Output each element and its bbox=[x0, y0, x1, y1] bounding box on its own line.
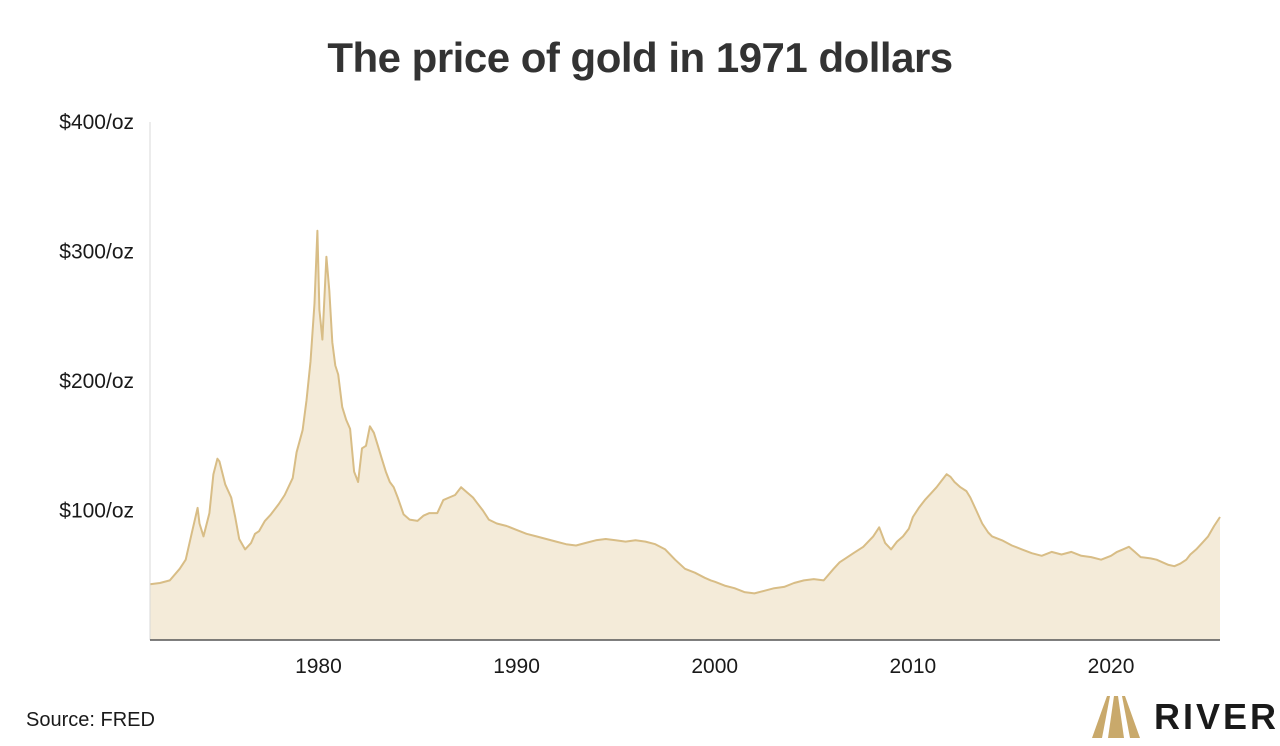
y-tick-label: $100/oz bbox=[59, 500, 134, 523]
source-label: Source: FRED bbox=[26, 709, 155, 731]
y-tick-label: $300/oz bbox=[59, 241, 134, 264]
chart-title: The price of gold in 1971 dollars bbox=[327, 34, 953, 81]
gold-price-area bbox=[150, 230, 1220, 641]
river-logo-icon bbox=[1092, 696, 1140, 738]
river-logo: RIVER bbox=[1090, 692, 1276, 740]
gold-price-line bbox=[149, 229, 1221, 595]
x-tick-label: 1990 bbox=[493, 655, 540, 678]
river-logo-text: RIVER bbox=[1154, 696, 1280, 737]
x-tick-label: 1980 bbox=[295, 655, 342, 678]
x-tick-label: 2020 bbox=[1088, 655, 1135, 678]
y-tick-label: $200/oz bbox=[59, 370, 134, 393]
x-tick-label: 2010 bbox=[890, 655, 937, 678]
x-tick-label: 2000 bbox=[691, 655, 738, 678]
y-tick-label: $400/oz bbox=[59, 111, 134, 134]
